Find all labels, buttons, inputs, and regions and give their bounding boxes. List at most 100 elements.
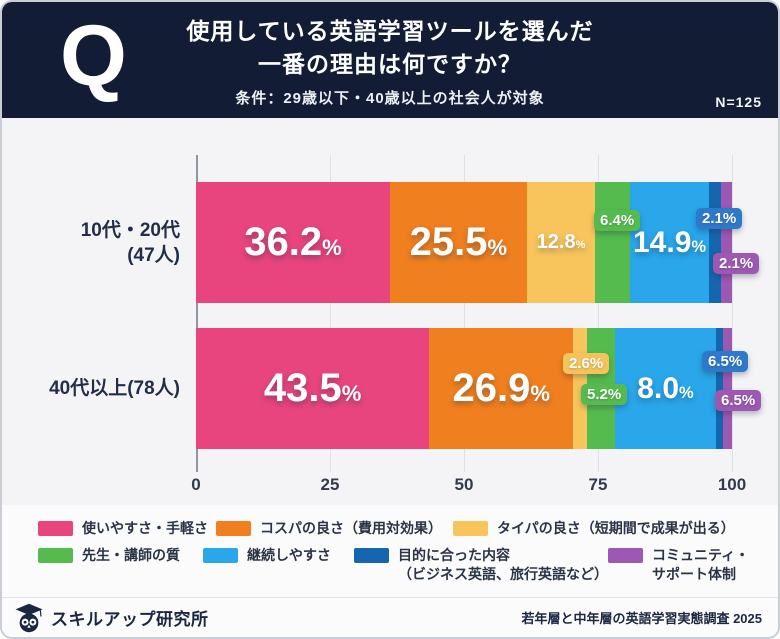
question-header: Q 使用している英語学習ツールを選んだ 一番の理由は何ですか？ 条件：29歳以下… [2,2,778,118]
legend-item: 目的に合った内容 （ビジネス英語、旅行英語など） [354,546,608,584]
brand-logo-group: スキルアップ研究所 [14,603,209,633]
legend-label-line: タイパの良さ（短期間で成果が出る） [497,520,735,536]
legend-item: 先生・講師の質 [38,546,203,565]
bar-segment [715,328,724,449]
bar-segment: 43.5% [196,328,430,449]
bar-segment: 8.0% [615,328,716,449]
gridline-50 [464,155,465,472]
sample-size-label: N=125 [715,94,762,110]
legend-label-line: コミュニティ・ [652,547,750,563]
segment-percent-sign: % [679,383,694,402]
question-condition: 条件：29歳以下・40歳以上の社会人が対象 [235,90,545,107]
segment-value-label: 43.5% [264,366,361,411]
owl-logo-icon [14,603,44,633]
legend-label-line: 先生・講師の質 [82,547,180,563]
question-title-line1: 使用している英語学習ツールを選んだ [186,18,594,44]
axis-tick-label: 100 [717,475,747,494]
category-label: 40代以上(78人) [2,328,180,449]
brand-name: スキルアップ研究所 [51,610,209,629]
segment-value-number: 8.0 [637,371,680,405]
legend-swatch [203,548,238,563]
segment-value-label: 14.9% [633,226,706,260]
legend-label-line: 使いやすさ・手軽さ [82,520,208,536]
bar-segment: 36.2% [196,182,391,303]
segment-percent-sign: % [530,381,550,406]
legend-label: 先生・講師の質 [82,546,180,565]
bar-segment [709,182,721,303]
legend-swatch [608,548,643,563]
legend-swatch [38,548,73,563]
segment-value-label: 26.9% [453,366,550,411]
value-chip: 6.5% [702,351,749,372]
legend-swatch [38,521,73,536]
segment-percent-sign: % [487,235,508,260]
legend-label-line: コスパの良さ（費用対効果） [260,520,442,536]
category-label: 10代・20代 (47人) [2,182,180,303]
gridline-75 [598,155,599,472]
segment-value-label: 25.5% [410,220,507,265]
segment-value-label: 12.8% [537,231,586,254]
value-chip: 5.2% [581,384,628,405]
bar-segment [595,182,630,303]
legend-row: 使いやすさ・手軽さ コスパの良さ（費用対効果） タイパの良さ（短期間で成果が出る） [38,519,768,538]
value-chip: 6.4% [594,210,641,231]
axis-tick-label: 75 [588,475,608,494]
segment-value-number: 25.5 [409,220,488,264]
segment-value-number: 12.8 [536,231,576,253]
legend-swatch [453,521,488,536]
chart-plot-area: 0 25 50 75 100 10代・20代 (47人) 36.2% 25.5% 12.8% 14.… [2,118,778,505]
legend-label-line: 継続しやすさ [247,547,331,563]
gridline-0 [196,155,198,472]
bar-segment: 14.9% [629,182,710,303]
value-chip: 6.5% [715,390,762,411]
axis-tick-label: 0 [191,475,201,494]
segment-value-number: 36.2 [244,220,323,264]
legend-item: コミュニティ・ サポート体制 [608,546,749,584]
category-label-line: 10代・20代 [80,219,180,241]
legend-label: コミュニティ・ サポート体制 [652,546,749,584]
legend-label: 使いやすさ・手軽さ [82,519,208,538]
axis-tick-label: 50 [454,475,474,494]
stacked-bar: 36.2% 25.5% 12.8% 14.9% [196,182,732,303]
bar-segment: 12.8% [526,182,596,303]
legend-swatch [354,548,389,563]
category-label-line: 40代以上(78人) [49,378,180,399]
value-chip: 2.1% [696,208,743,229]
segment-value-number: 43.5 [263,366,342,410]
stacked-bar: 43.5% 26.9% 8.0% [196,328,732,449]
segment-percent-sign: % [691,237,707,256]
segment-percent-sign: % [341,381,362,406]
legend-label: タイパの良さ（短期間で成果が出る） [497,519,735,538]
gridline-25 [330,155,331,472]
segment-percent-sign: % [575,239,586,251]
segment-percent-sign: % [322,235,342,260]
segment-value-number: 26.9 [452,366,531,410]
segment-value-number: 14.9 [632,225,692,259]
legend-item: コスパの良さ（費用対効果） [216,519,453,538]
segment-value-label: 8.0% [637,372,693,406]
legend-item: 使いやすさ・手軽さ [38,519,216,538]
bar-segment [720,182,732,303]
legend-item: 継続しやすさ [203,546,354,565]
bar-segment: 25.5% [390,182,527,303]
survey-source-label: 若年層と中年層の英語学習実態調査 2025 [521,611,762,626]
legend-label: 目的に合った内容 （ビジネス英語、旅行英語など） [398,546,608,584]
chart-legend: 使いやすさ・手軽さ コスパの良さ（費用対効果） タイパの良さ（短期間で成果が出る） 先… [2,505,778,597]
legend-label: 継続しやすさ [247,546,331,565]
legend-item: タイパの良さ（短期間で成果が出る） [453,519,735,538]
value-chip: 2.1% [713,253,760,274]
legend-label-line: 目的に合った内容 [398,547,510,563]
segment-value-label: 36.2% [244,220,341,265]
legend-swatch [216,521,251,536]
axis-tick-label: 25 [320,475,340,494]
legend-label: コスパの良さ（費用対効果） [260,519,442,538]
question-title-line2: 一番の理由は何ですか？ [258,51,522,77]
bar-segment [723,328,732,449]
legend-label-line: サポート体制 [652,566,736,582]
footer-bar: スキルアップ研究所 若年層と中年層の英語学習実態調査 2025 [2,597,778,637]
q-badge: Q [60,8,127,104]
bar-segment: 26.9% [429,328,574,449]
category-label-line: (47人) [127,244,180,266]
legend-row: 先生・講師の質 継続しやすさ 目的に合った内容 （ビジネス英語、旅行英語など） コミュニ… [38,546,768,584]
